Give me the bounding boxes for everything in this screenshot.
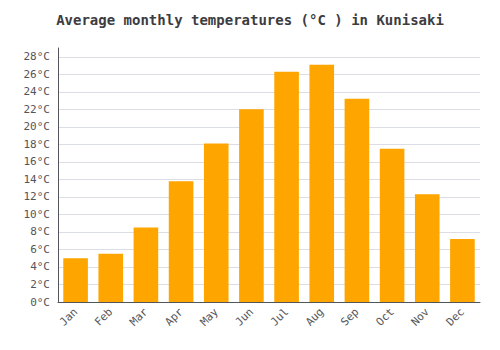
svg-text:2°C: 2°C [30,278,50,291]
svg-text:10°C: 10°C [24,208,51,221]
svg-text:22°C: 22°C [24,103,51,116]
svg-text:Jan: Jan [57,305,80,328]
svg-text:24°C: 24°C [24,85,51,98]
svg-text:Feb: Feb [92,305,115,328]
svg-text:Apr: Apr [162,305,185,328]
svg-text:8°C: 8°C [30,225,50,238]
svg-text:16°C: 16°C [24,155,51,168]
svg-text:Average monthly temperatures (: Average monthly temperatures (°C ) in Ku… [56,12,444,28]
svg-text:26°C: 26°C [24,68,51,81]
svg-text:12°C: 12°C [24,190,51,203]
svg-text:0°C: 0°C [30,296,50,309]
svg-text:4°C: 4°C [30,260,50,273]
svg-text:18°C: 18°C [24,138,51,151]
svg-text:Jun: Jun [233,305,256,328]
svg-text:Nov: Nov [409,305,432,328]
svg-text:Jul: Jul [268,305,291,328]
svg-text:Aug: Aug [303,305,326,328]
svg-text:Oct: Oct [373,305,396,328]
svg-text:Sep: Sep [338,305,361,328]
svg-text:May: May [198,305,221,328]
svg-text:Dec: Dec [444,305,467,328]
svg-text:6°C: 6°C [30,243,50,256]
svg-text:20°C: 20°C [24,120,51,133]
svg-text:14°C: 14°C [24,173,51,186]
svg-text:Mar: Mar [127,305,150,328]
svg-text:28°C: 28°C [24,50,51,63]
